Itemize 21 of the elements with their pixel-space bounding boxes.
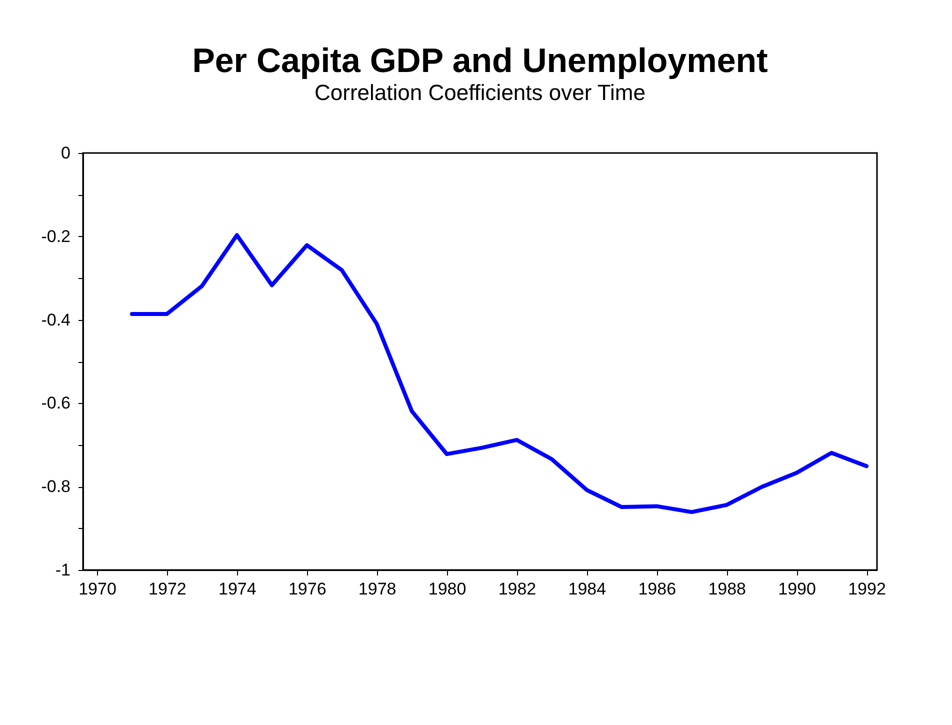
y-tick-label: 0 xyxy=(61,144,70,162)
chart-title: Per Capita GDP and Unemployment xyxy=(192,42,768,80)
y-tick-label: -1 xyxy=(55,560,70,580)
y-tick-label: -0.4 xyxy=(41,310,70,330)
x-tick-label: 1984 xyxy=(568,580,606,598)
x-tick-label: 1976 xyxy=(288,580,326,598)
x-tick-label: 1980 xyxy=(428,580,466,598)
y-tick-label: -0.6 xyxy=(41,394,70,413)
x-tick-label: 1988 xyxy=(708,580,746,598)
x-tick-label: 1970 xyxy=(78,580,116,598)
x-tick-label: 1992 xyxy=(848,580,886,598)
y-tick-label: -0.8 xyxy=(41,477,70,496)
line-series xyxy=(130,233,869,514)
x-tick-label: 1972 xyxy=(148,580,186,598)
x-tick-label: 1974 xyxy=(218,580,256,598)
chart-subtitle: Correlation Coefficients over Time xyxy=(314,80,646,105)
x-tick-label: 1990 xyxy=(778,580,816,598)
x-tick-label: 1986 xyxy=(638,580,676,598)
x-tick-label: 1978 xyxy=(358,580,396,598)
y-tick-label: -0.2 xyxy=(41,226,70,246)
x-tick-label: 1982 xyxy=(498,580,536,598)
